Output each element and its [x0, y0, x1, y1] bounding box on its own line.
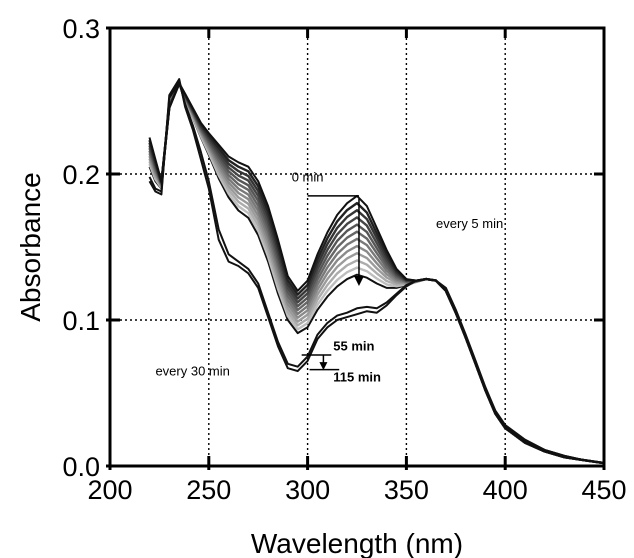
spectrum-115-min-late: [148, 78, 605, 465]
x-axis-label: Wavelength (nm): [251, 528, 463, 558]
y-tick-label-0.2: 0.2: [62, 160, 100, 190]
arrow-5-min-head: [353, 276, 364, 287]
y-axis-label: Absorbance: [15, 172, 46, 321]
spectra-series: [148, 78, 605, 465]
annotation-0-min: 0 min: [292, 169, 324, 184]
y-tick-label-0: 0.0: [62, 452, 100, 482]
x-tick-label-200: 200: [87, 475, 132, 505]
axis-ticks: [106, 26, 606, 470]
annotation-marks: [301, 195, 364, 371]
arrow-30-min-head: [319, 362, 328, 371]
x-tick-label-450: 450: [581, 475, 626, 505]
plot-frame: [108, 26, 606, 468]
annotation-115-min: 115 min: [333, 369, 381, 384]
x-tick-label-250: 250: [186, 475, 231, 505]
y-tick-labels: 0.0 0.1 0.2 0.3: [62, 14, 100, 482]
y-tick-label-0.1: 0.1: [62, 306, 100, 336]
grid-lines: [110, 28, 604, 466]
spectrum-45-min: [148, 82, 605, 465]
y-tick-label-0.3: 0.3: [62, 14, 100, 44]
annotation-every-30-min: every 30 min: [155, 363, 229, 378]
annotation-every-5-min: every 5 min: [436, 216, 503, 231]
x-tick-label-350: 350: [384, 475, 429, 505]
x-tick-label-300: 300: [285, 475, 330, 505]
x-tick-label-400: 400: [483, 475, 528, 505]
x-tick-labels: 200 250 300 350 400 450: [87, 475, 626, 505]
annotation-55-min: 55 min: [333, 339, 374, 354]
